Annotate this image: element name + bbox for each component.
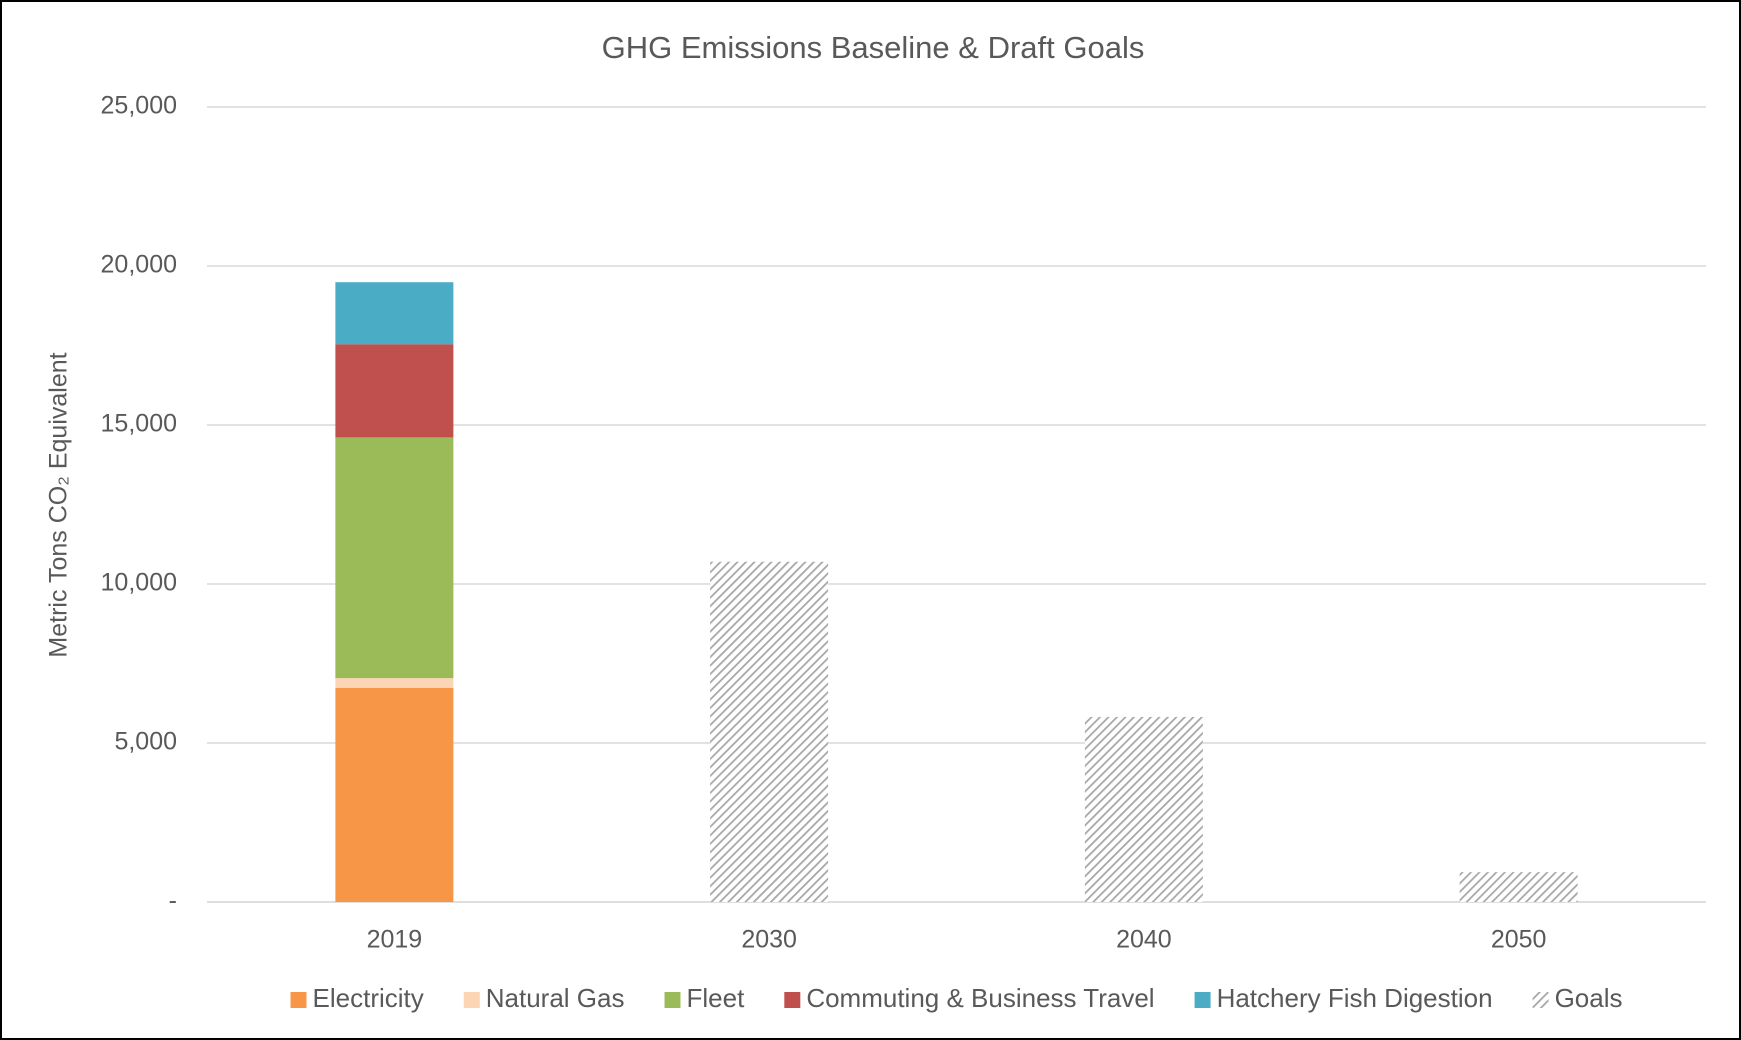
bar-segment <box>335 282 454 345</box>
legend-label: Hatchery Fish Digestion <box>1217 983 1493 1013</box>
legend-label: Goals <box>1555 983 1623 1013</box>
legend-label: Fleet <box>687 983 746 1013</box>
y-tick-label: 25,000 <box>101 92 177 120</box>
x-tick-label: 2030 <box>741 926 797 954</box>
y-tick-label: 10,000 <box>101 569 177 597</box>
legend-swatch <box>463 992 480 1008</box>
x-tick-label: 2040 <box>1116 926 1172 954</box>
bar-segment <box>335 344 454 438</box>
legend-swatch <box>664 992 681 1008</box>
bar-segment <box>1459 872 1578 902</box>
legend-label: Commuting & Business Travel <box>806 983 1154 1013</box>
legend-label: Electricity <box>313 983 424 1013</box>
bar-segment <box>710 561 829 902</box>
y-tick-label: - <box>169 887 177 915</box>
legend-swatch <box>1194 992 1211 1008</box>
legend-swatch <box>784 992 801 1008</box>
legend-label: Natural Gas <box>486 983 625 1013</box>
legend: Electricity Natural Gas Fleet Commuting & B… <box>290 983 1623 1013</box>
x-tick-label: 2050 <box>1491 926 1547 954</box>
y-tick-label: 5,000 <box>114 728 177 756</box>
bar-segment <box>335 437 454 679</box>
chart-title: GHG Emissions Baseline & Draft Goals <box>602 30 1145 65</box>
bar-segment <box>1084 716 1203 902</box>
y-axis-title: Metric Tons CO₂ Equivalent <box>45 352 73 657</box>
legend-swatch <box>290 992 307 1008</box>
x-tick-label: 2019 <box>367 926 423 954</box>
legend-swatch <box>1532 992 1549 1008</box>
y-tick-label: 15,000 <box>101 410 177 438</box>
y-tick-label: 20,000 <box>101 251 177 279</box>
bar-segment <box>335 687 454 902</box>
bar-segment <box>335 678 454 688</box>
